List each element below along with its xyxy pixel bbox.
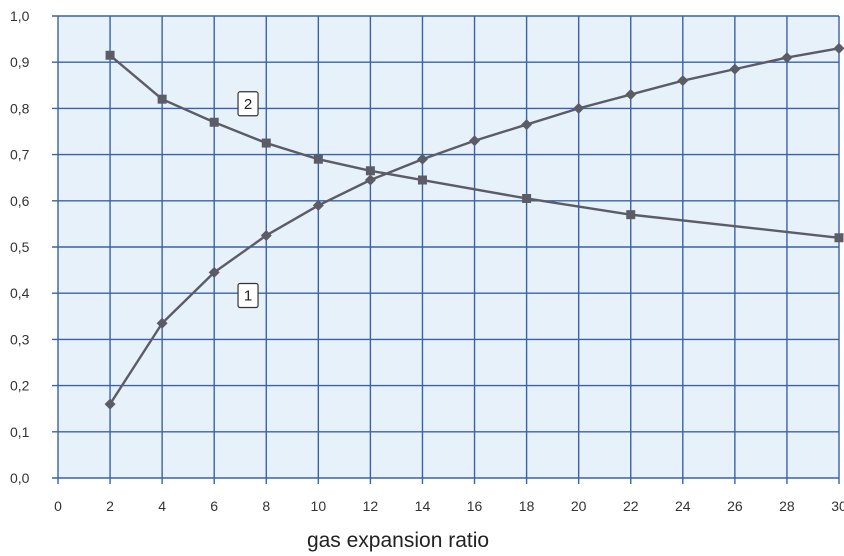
- y-tick-label: 0,8: [10, 100, 30, 116]
- series-2-point: [626, 210, 636, 220]
- x-tick-label: 22: [623, 498, 639, 514]
- y-tick-label: 0,2: [10, 378, 30, 394]
- y-tick-label: 0,1: [10, 424, 30, 440]
- series-1: [104, 42, 844, 410]
- y-tick-label: 0,0: [10, 470, 30, 486]
- y-tick-labels: 0,0 0,1 0,2 0,3 0,4 0,5 0,6 0,7 0,8 0,9 1,0: [10, 8, 30, 486]
- y-tick-label: 0,4: [10, 285, 30, 301]
- x-tick-label: 8: [262, 498, 270, 514]
- series-1-point: [729, 63, 741, 75]
- y-tick-label: 0,7: [10, 147, 30, 163]
- x-tick-label: 30: [831, 498, 844, 514]
- x-axis-title: gas expansion ratio: [307, 529, 489, 552]
- series-tag-box: [237, 91, 259, 117]
- series-2-point: [261, 138, 271, 148]
- x-tick-label: 10: [311, 498, 327, 514]
- gridlines: [52, 15, 840, 484]
- y-tick-label: 0,3: [10, 331, 30, 347]
- series-tag: 2: [237, 91, 259, 117]
- series-1-point: [469, 135, 481, 147]
- series-2-point: [522, 193, 532, 203]
- series-2-point: [157, 94, 167, 104]
- x-tick-label: 0: [54, 498, 62, 514]
- series-2-point: [209, 117, 219, 127]
- y-tick-label: 1,0: [10, 8, 30, 24]
- x-tick-label: 26: [727, 498, 743, 514]
- series-2-point: [365, 166, 375, 176]
- series-tag-box: [237, 282, 259, 309]
- series-1-point: [104, 398, 116, 410]
- series-1-point: [312, 199, 324, 211]
- series-tags: 12: [237, 91, 259, 309]
- series-1-point: [260, 229, 272, 241]
- series-2-line: [109, 54, 840, 239]
- x-tick-label: 20: [571, 498, 587, 514]
- series-tag-label: 2: [244, 96, 252, 113]
- series-2-point: [834, 233, 844, 243]
- x-tick-label: 18: [519, 498, 535, 514]
- series-1-point: [156, 317, 168, 329]
- series-1-point: [833, 42, 844, 54]
- x-tick-label: 28: [779, 498, 795, 514]
- x-tick-label: 24: [675, 498, 691, 514]
- series-group: [104, 42, 844, 410]
- series-tag-label: 1: [244, 288, 252, 305]
- series-tag: 1: [237, 282, 259, 309]
- series-2: [105, 50, 844, 243]
- x-tick-label: 12: [363, 498, 379, 514]
- series-1-point: [521, 119, 533, 131]
- y-tick-label: 0,5: [10, 239, 30, 255]
- y-tick-label: 0,6: [10, 193, 30, 209]
- x-tick-label: 16: [467, 498, 483, 514]
- series-1-point: [364, 174, 376, 186]
- series-1-point: [208, 266, 220, 278]
- x-tick-label: 14: [415, 498, 431, 514]
- x-tick-label: 4: [158, 498, 166, 514]
- series-1-point: [573, 102, 585, 114]
- y-tick-label: 0,9: [10, 54, 30, 70]
- series-2-point: [313, 154, 323, 164]
- series-1-point: [416, 153, 428, 165]
- series-2-point: [417, 175, 427, 185]
- series-2-point: [105, 50, 115, 60]
- series-1-point: [625, 89, 637, 101]
- series-1-point: [677, 75, 689, 87]
- x-tick-label: 2: [106, 498, 114, 514]
- series-1-point: [781, 52, 793, 64]
- x-tick-label: 6: [210, 498, 218, 514]
- x-tick-labels: 0 2 4 6 8 10 12 14 16 18 20 22 24 26 28 30: [54, 498, 844, 514]
